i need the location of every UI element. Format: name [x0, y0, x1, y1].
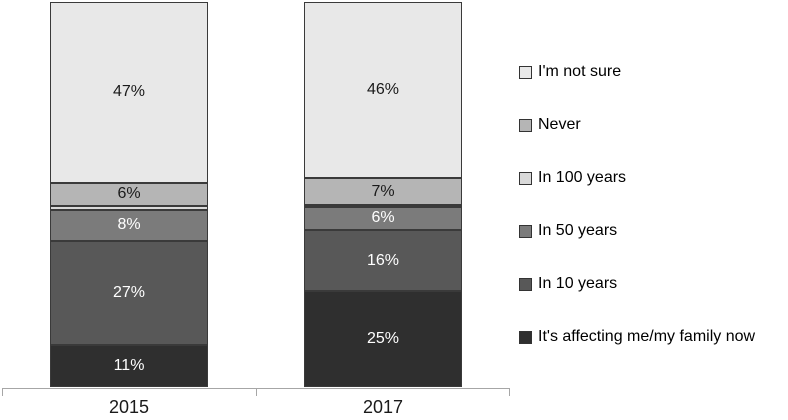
segment-value-label: 8% — [117, 216, 141, 234]
legend-swatch-icon — [519, 224, 532, 238]
x-axis-labels: 2015 2017 — [2, 397, 510, 418]
segment-never: 6% — [50, 182, 208, 207]
legend-swatch-icon — [519, 277, 532, 291]
segment-it-s-affecting-me-my-family-now: 25% — [304, 291, 462, 387]
x-axis-tick — [2, 389, 3, 396]
segment-in-100-years — [304, 205, 462, 207]
segment-in-10-years: 27% — [50, 240, 208, 345]
legend-item-i-m-not-sure: I'm not sure — [519, 63, 755, 80]
legend-item-in-100-years: In 100 years — [519, 169, 755, 186]
x-axis-tick — [256, 389, 257, 396]
legend-item-in-10-years: In 10 years — [519, 275, 755, 292]
legend-swatch-icon — [519, 118, 532, 132]
segment-value-label: 27% — [112, 283, 146, 301]
legend-item-label: I'm not sure — [538, 63, 622, 80]
segment-in-100-years — [50, 206, 208, 210]
segment-value-label: 6% — [117, 185, 141, 203]
legend-item-label: Never — [538, 116, 581, 133]
segment-never: 7% — [304, 178, 462, 205]
bar-2017: 46% 7% 6% 16% 25% — [304, 2, 462, 387]
segment-it-s-affecting-me-my-family-now: 11% — [50, 344, 208, 387]
segment-value-label: 16% — [366, 251, 400, 269]
legend-item-label: In 100 years — [538, 169, 627, 186]
segment-value-label: 11% — [113, 356, 145, 374]
segment-value-label: 25% — [366, 330, 400, 348]
x-axis-line — [2, 388, 510, 397]
legend-item-in-50-years: In 50 years — [519, 222, 755, 239]
bar-slot-2015: 47% 6% 8% 27% 11% — [2, 2, 256, 387]
x-axis-label-2017: 2017 — [362, 397, 404, 417]
segment-value-label: 47% — [112, 83, 146, 101]
legend-swatch-icon — [519, 330, 532, 344]
x-axis-tick — [509, 389, 510, 396]
segment-in-50-years: 8% — [50, 209, 208, 241]
legend-item-never: Never — [519, 116, 755, 133]
legend-item-label: In 10 years — [538, 275, 618, 292]
segment-value-label: 6% — [371, 209, 395, 227]
segment-i-m-not-sure: 47% — [50, 2, 208, 183]
plot-area: 47% 6% 8% 27% 11% 46% 7% 6% 16% 25% — [2, 2, 510, 387]
segment-value-label: 46% — [366, 81, 400, 99]
x-axis-label-2015: 2015 — [108, 397, 150, 417]
segment-in-10-years: 16% — [304, 229, 462, 292]
bars: 47% 6% 8% 27% 11% 46% 7% 6% 16% 25% — [2, 2, 510, 387]
legend-item-label: It's affecting me/my family now — [538, 328, 756, 345]
segment-in-50-years: 6% — [304, 207, 462, 230]
legend: I'm not sure Never In 100 years In 50 years… — [519, 63, 756, 345]
legend-swatch-icon — [519, 171, 532, 185]
bar-2015: 47% 6% 8% 27% 11% — [50, 2, 208, 387]
bar-slot-2017: 46% 7% 6% 16% 25% — [256, 2, 510, 387]
segment-value-label: 7% — [371, 182, 395, 200]
legend-item-it-s-affecting-me-my-family-now: It's affecting me/my family now — [519, 328, 756, 345]
legend-swatch-icon — [519, 65, 532, 79]
legend-item-label: In 50 years — [538, 222, 618, 239]
segment-i-m-not-sure: 46% — [304, 2, 462, 179]
